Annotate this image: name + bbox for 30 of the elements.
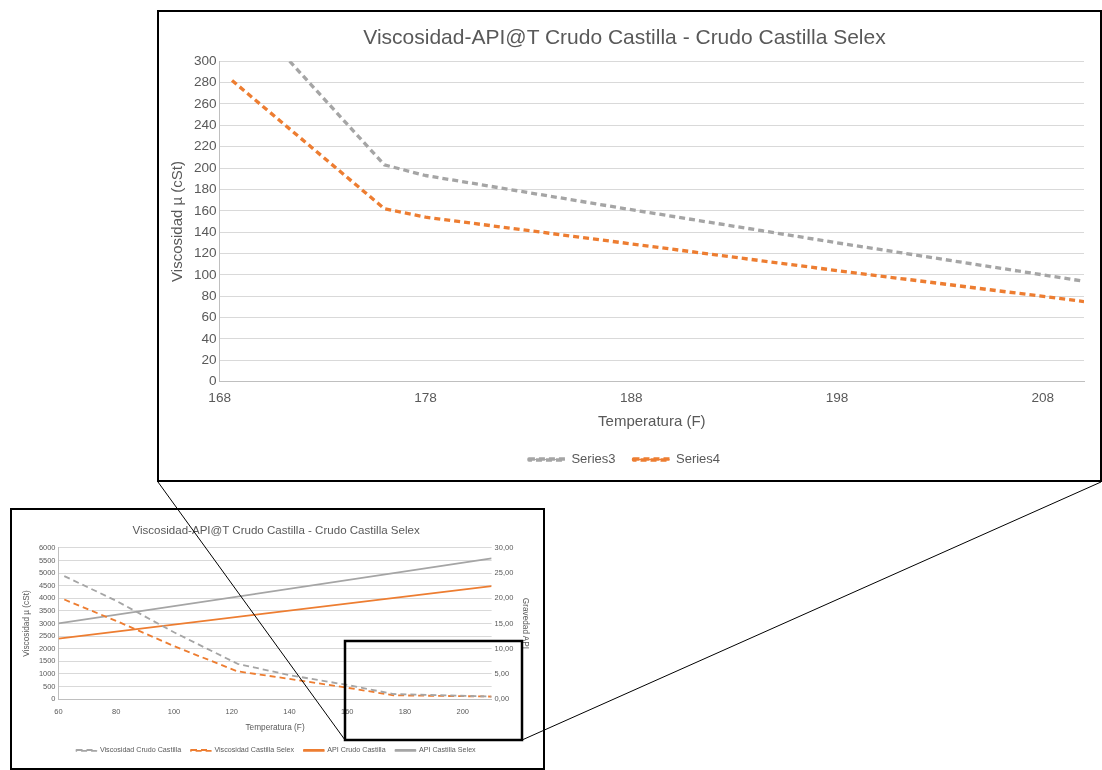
x-axis-title: Temperatura (F) bbox=[598, 412, 706, 430]
legend-label: Series3 bbox=[571, 451, 616, 467]
y-tick-label: 300 bbox=[193, 52, 218, 68]
x-tick-label: 208 bbox=[1031, 389, 1055, 405]
y-axis-title: Viscosidad µ (cSt) bbox=[168, 160, 186, 282]
y-tick-label: 220 bbox=[193, 138, 218, 154]
y-tick-label: 120 bbox=[193, 245, 218, 261]
y-tick-label: 260 bbox=[193, 95, 218, 111]
y-tick-label: 160 bbox=[193, 202, 218, 218]
chart-title: Viscosidad-API@T Crudo Castilla - Crudo Castilla Selex bbox=[363, 25, 887, 49]
line-series bbox=[230, 78, 1084, 304]
y-tick-label: 280 bbox=[193, 74, 218, 90]
y-tick-label: 60 bbox=[201, 309, 218, 325]
y-tick-label: 140 bbox=[193, 223, 218, 239]
x-axis-title: Temperatura (F) bbox=[245, 723, 305, 733]
x-tick-label: 198 bbox=[825, 389, 849, 405]
y-tick-label: 200 bbox=[193, 159, 218, 175]
y-tick-label: 80 bbox=[201, 287, 218, 303]
y-tick-label: 40 bbox=[201, 330, 218, 346]
y2-axis-title: Gravedad API bbox=[520, 597, 530, 650]
y-tick-label: 100 bbox=[193, 266, 218, 282]
legend-label: Series4 bbox=[676, 451, 721, 467]
y-tick-label: 0 bbox=[209, 373, 218, 389]
y-tick-label: 180 bbox=[193, 181, 218, 197]
x-tick-label: 178 bbox=[414, 389, 437, 405]
x-tick-label: 188 bbox=[619, 389, 643, 405]
x-tick-label: 168 bbox=[208, 389, 232, 405]
y-tick-label: 20 bbox=[201, 352, 218, 368]
y-tick-label: 240 bbox=[193, 117, 218, 133]
y-axis-title: Viscosidad µ (cSt) bbox=[22, 589, 32, 657]
